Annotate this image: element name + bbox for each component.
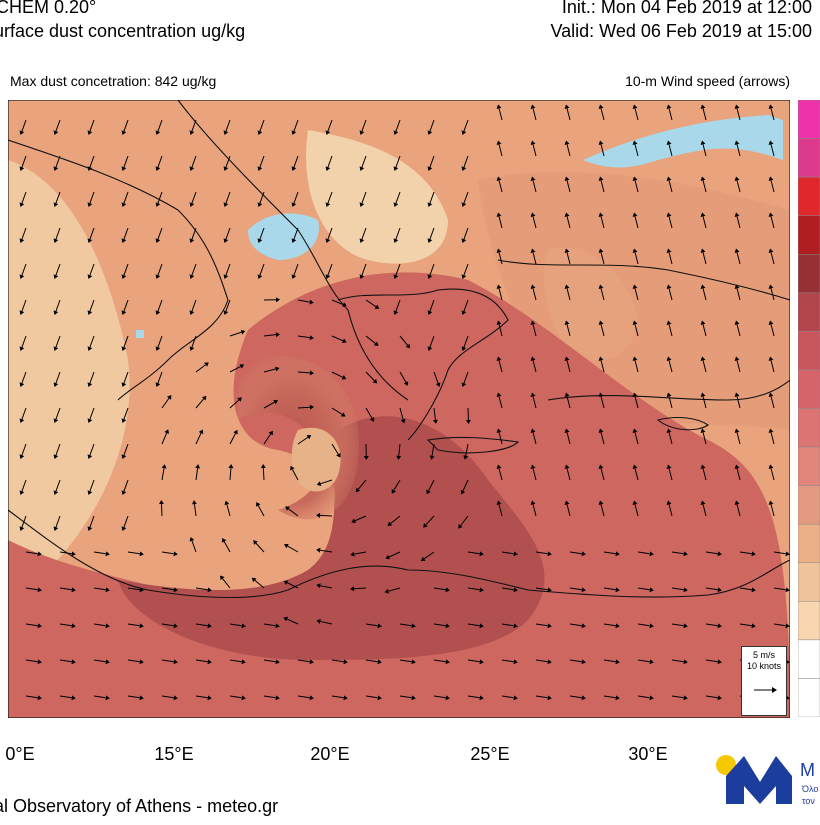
- logo-side-text: M: [800, 760, 815, 781]
- legend-speed: 5 m/s: [742, 650, 786, 660]
- x-tick-25: 25°E: [470, 744, 509, 765]
- wind-legend: 5 m/s 10 knots: [741, 646, 787, 716]
- dust-map: [8, 100, 790, 718]
- logo-sub-1: Όλο: [802, 784, 818, 794]
- colorbar-swatch: [798, 331, 820, 370]
- wind-arrow: [354, 588, 366, 589]
- colorbar-swatch: [798, 563, 820, 602]
- colorbar-swatch: [798, 254, 820, 293]
- colorbar-swatch: [798, 409, 820, 448]
- colorbar-swatch: [798, 601, 820, 640]
- footer-credit: al Observatory of Athens - meteo.gr: [0, 796, 278, 817]
- meteo-logo: M Όλο τον: [712, 752, 820, 820]
- x-tick-30: 30°E: [628, 744, 667, 765]
- wind-arrow: [161, 504, 162, 516]
- colorbar-swatch: [798, 139, 820, 178]
- wind-speed-label: 10-m Wind speed (arrows): [625, 73, 790, 89]
- x-tick-15: 15°E: [154, 744, 193, 765]
- max-dust-label: Max dust concetration: 842 ug/kg: [10, 73, 216, 89]
- colorbar-swatch: [798, 524, 820, 563]
- legend-knots: 10 knots: [742, 661, 786, 671]
- variable-title: urface dust concentration ug/kg: [0, 21, 245, 42]
- legend-arrow-icon: [752, 685, 778, 695]
- colorbar-swatch: [798, 447, 820, 486]
- model-title: CHEM 0.20°: [0, 0, 96, 18]
- wind-arrow: [263, 468, 264, 480]
- colorbar-swatch: [798, 100, 820, 139]
- logo-sub-2: τον: [802, 796, 815, 806]
- x-tick-0: 0°E: [5, 744, 34, 765]
- colorbar-swatch: [798, 678, 820, 717]
- colorbar-swatch: [798, 640, 820, 679]
- x-tick-20: 20°E: [310, 744, 349, 765]
- colorbar-swatch: [798, 293, 820, 332]
- colorbar: [798, 100, 820, 717]
- lake-small: [136, 330, 144, 338]
- wind-arrow: [320, 515, 332, 516]
- colorbar-swatch: [798, 370, 820, 409]
- init-time: Init.: Mon 04 Feb 2019 at 12:00: [562, 0, 812, 18]
- valid-time: Valid: Wed 06 Feb 2019 at 15:00: [550, 21, 812, 42]
- colorbar-swatch: [798, 216, 820, 255]
- colorbar-swatch: [798, 177, 820, 216]
- colorbar-swatch: [798, 486, 820, 525]
